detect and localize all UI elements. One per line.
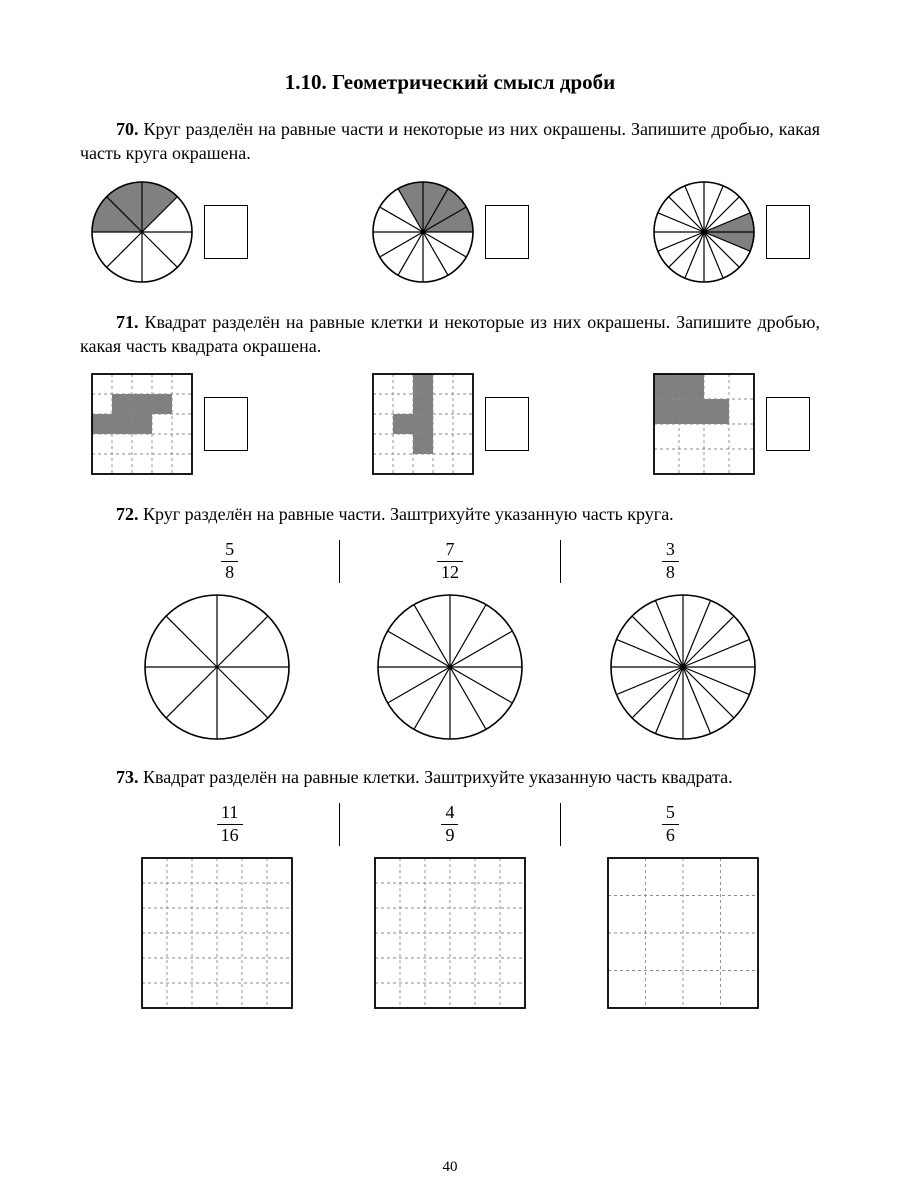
pie-diagram-blank[interactable] — [609, 593, 757, 741]
problem-71-text: 71. Квадрат разделён на равные клетки и … — [80, 310, 820, 359]
answer-box[interactable] — [204, 205, 248, 259]
answer-box[interactable] — [766, 205, 810, 259]
square-grid-blank[interactable] — [140, 856, 294, 1010]
figure-item — [90, 372, 248, 476]
fraction-cell: 58 — [120, 540, 339, 583]
problem-body: Круг разделён на равные части и некоторы… — [80, 119, 820, 163]
figure-item — [371, 180, 529, 284]
problem-number: 71. — [116, 312, 139, 332]
answer-box[interactable] — [204, 397, 248, 451]
pie-diagram — [371, 180, 475, 284]
pie-diagram-blank[interactable] — [143, 593, 291, 741]
fraction: 712 — [437, 540, 463, 583]
pie-diagram — [652, 180, 756, 284]
fraction: 56 — [662, 803, 679, 846]
problem-73-fractions: 1116 49 56 — [120, 803, 780, 846]
figure-item — [652, 372, 810, 476]
fraction-cell: 38 — [560, 540, 780, 583]
problem-body: Круг разделён на равные части. Заштрихуй… — [143, 504, 674, 524]
square-grid-blank[interactable] — [373, 856, 527, 1010]
fraction-cell: 1116 — [120, 803, 339, 846]
answer-box[interactable] — [485, 397, 529, 451]
problem-number: 72. — [116, 504, 139, 524]
problem-70-text: 70. Круг разделён на равные части и неко… — [80, 117, 820, 166]
problem-73-figures — [100, 856, 800, 1010]
problem-72-fractions: 58 712 38 — [120, 540, 780, 583]
figure-item — [652, 180, 810, 284]
answer-box[interactable] — [485, 205, 529, 259]
pie-diagram-blank[interactable] — [376, 593, 524, 741]
square-grid-diagram — [652, 372, 756, 476]
fraction: 58 — [221, 540, 238, 583]
problem-73-text: 73. Квадрат разделён на равные клетки. З… — [80, 765, 820, 789]
fraction-cell: 712 — [339, 540, 559, 583]
problem-72-text: 72. Круг разделён на равные части. Заштр… — [80, 502, 820, 526]
problem-71-figures — [90, 372, 810, 476]
square-grid-diagram — [90, 372, 194, 476]
answer-box[interactable] — [766, 397, 810, 451]
problem-body: Квадрат разделён на равные клетки и неко… — [80, 312, 820, 356]
fraction: 1116 — [217, 803, 243, 846]
figure-item — [90, 180, 248, 284]
square-grid-blank[interactable] — [606, 856, 760, 1010]
pie-diagram — [90, 180, 194, 284]
problem-70-figures — [90, 180, 810, 284]
fraction: 49 — [441, 803, 458, 846]
problem-body: Квадрат разделён на равные клетки. Заштр… — [143, 767, 733, 787]
page-number: 40 — [0, 1159, 900, 1176]
problem-72-figures — [100, 593, 800, 741]
problem-number: 73. — [116, 767, 139, 787]
fraction-cell: 49 — [339, 803, 559, 846]
square-grid-diagram — [371, 372, 475, 476]
figure-item — [371, 372, 529, 476]
problem-number: 70. — [116, 119, 139, 139]
fraction-cell: 56 — [560, 803, 780, 846]
fraction: 38 — [662, 540, 679, 583]
worksheet-page: 1.10. Геометрический смысл дроби 70. Кру… — [0, 0, 900, 1200]
section-title: 1.10. Геометрический смысл дроби — [80, 70, 820, 95]
